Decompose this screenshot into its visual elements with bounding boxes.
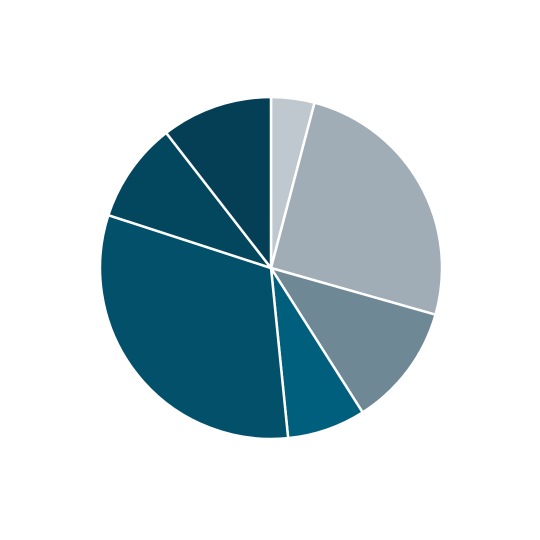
pie-slice [269, 266, 437, 414]
pie-slice [269, 101, 444, 316]
pie-slice [107, 131, 273, 270]
pie-slice [98, 213, 290, 441]
pie-slice [164, 95, 273, 270]
pie [98, 95, 444, 441]
